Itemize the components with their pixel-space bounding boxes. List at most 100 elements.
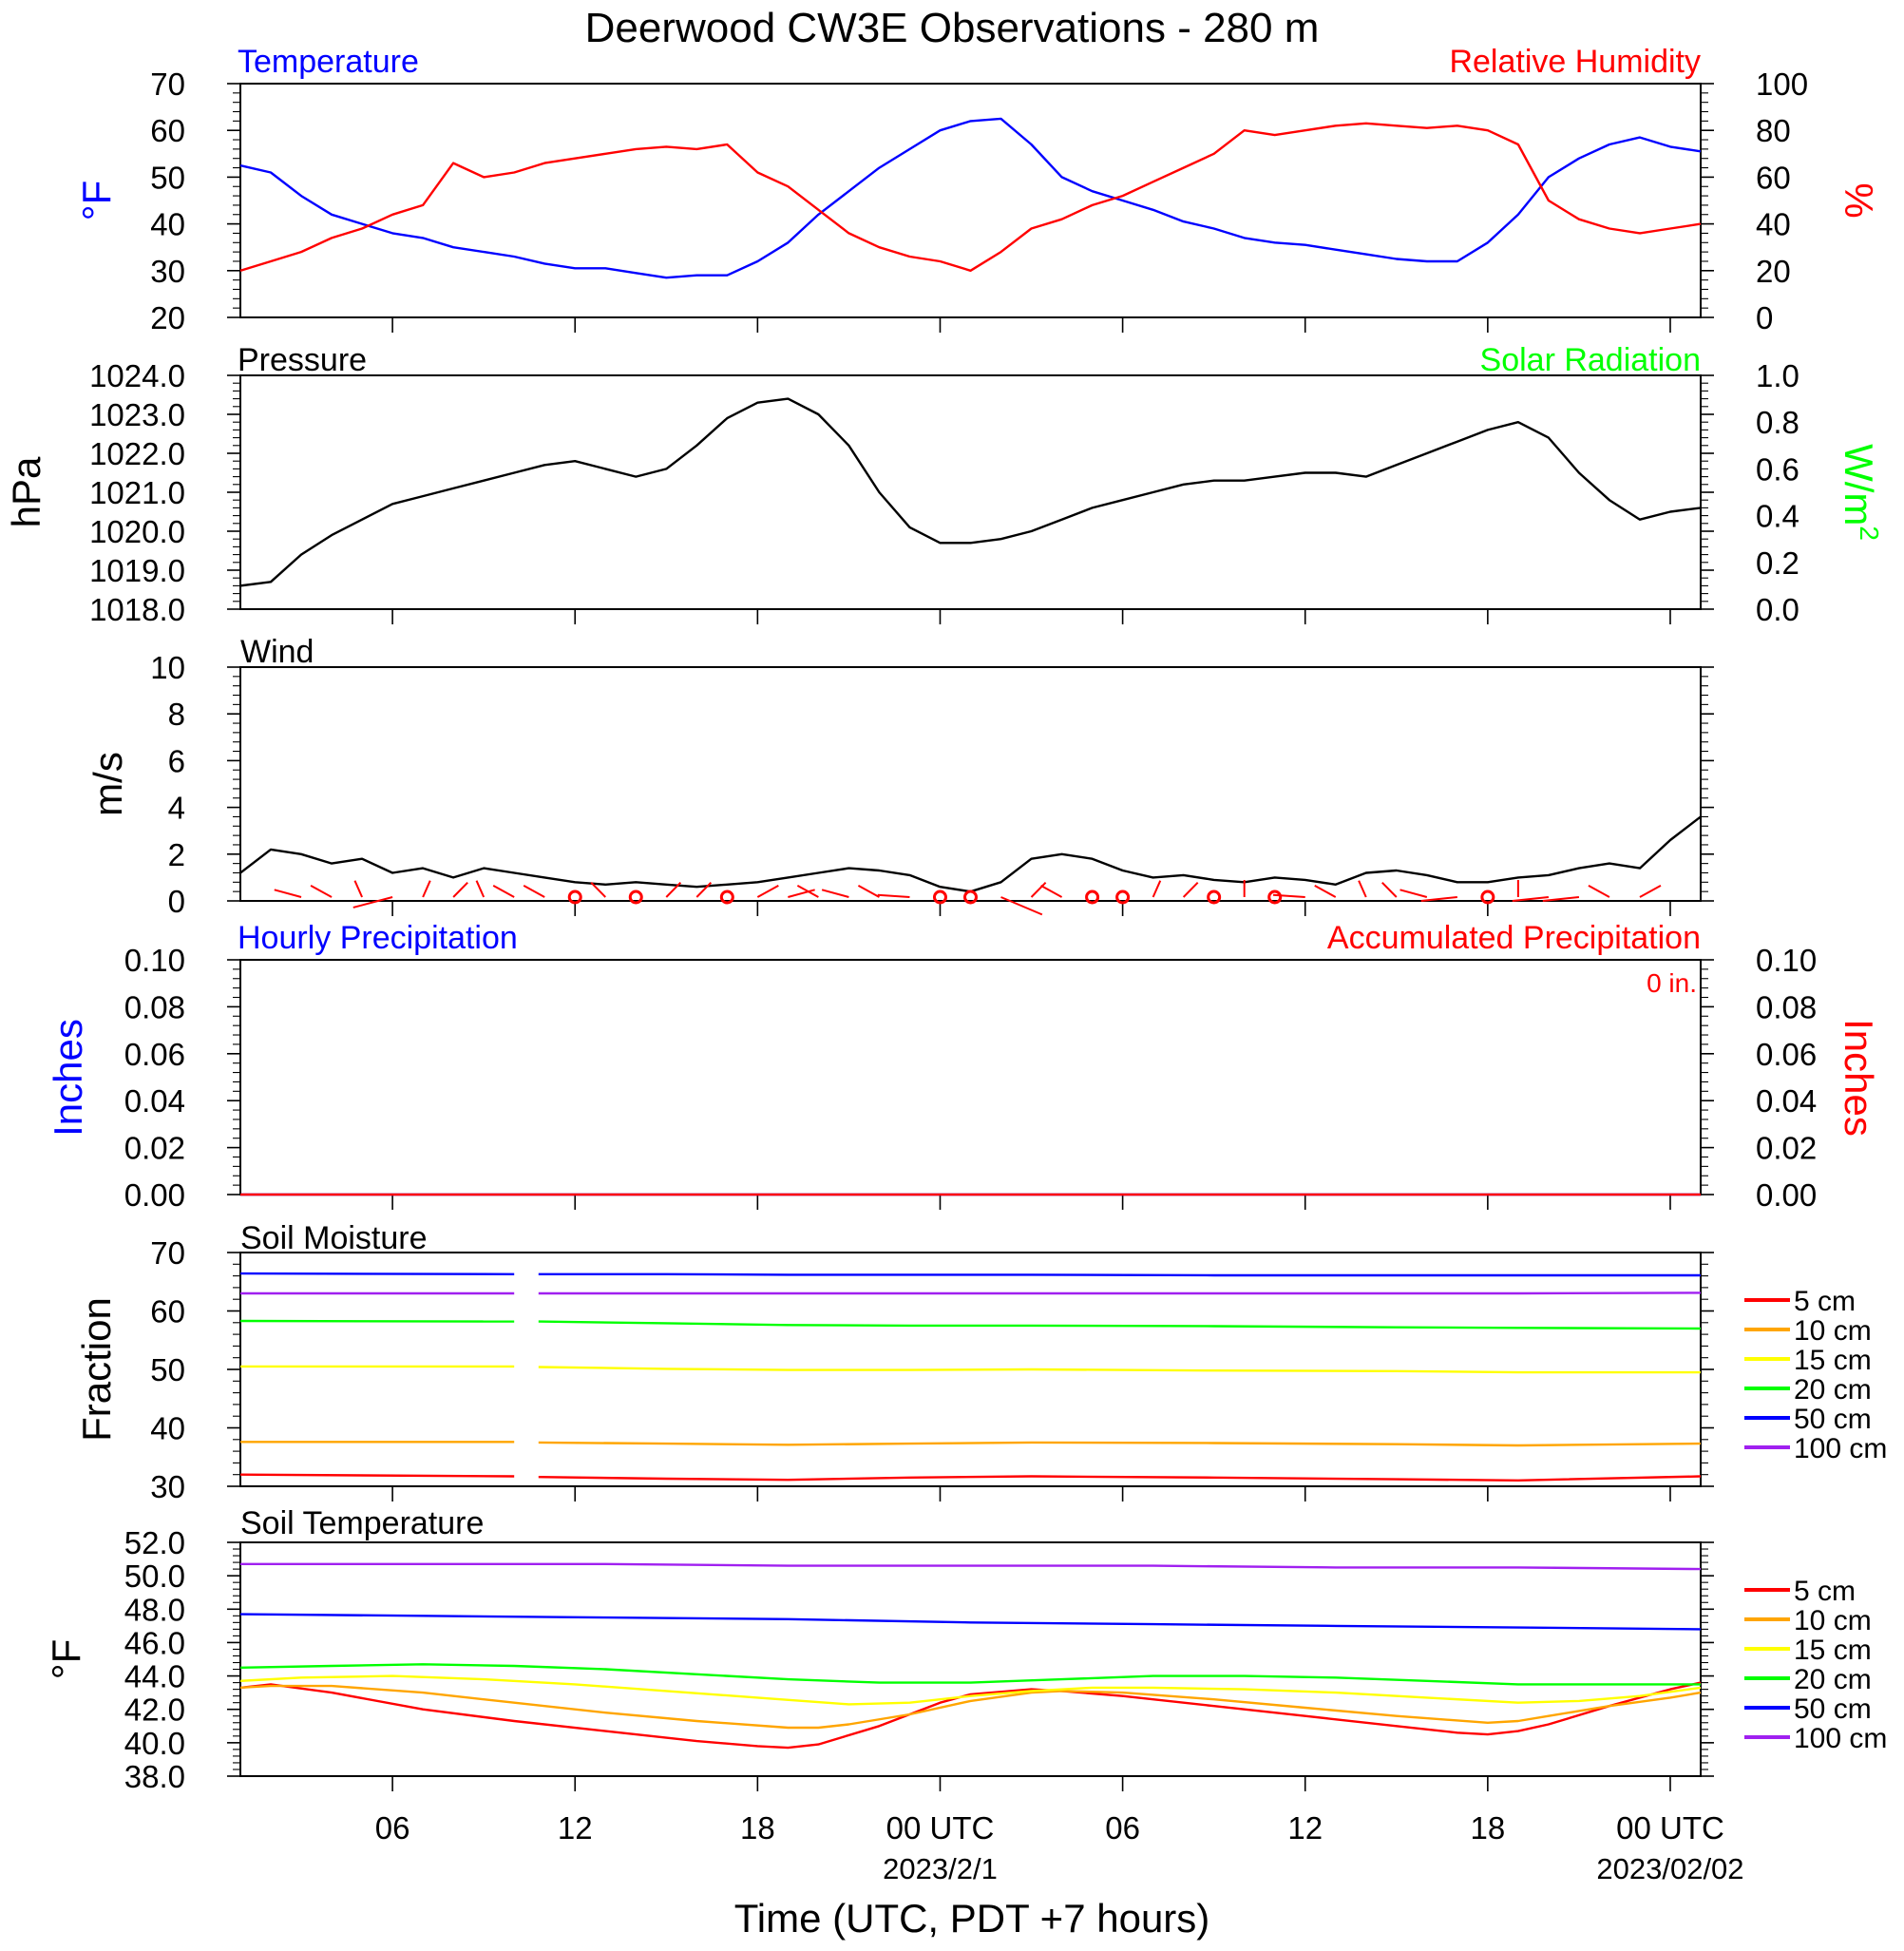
wind-barb-calm: [628, 889, 643, 905]
y-tick-label-left: 50.0: [124, 1559, 185, 1594]
legend-label: 10 cm: [1794, 1315, 1872, 1347]
panel-soil-temperature: Soil Temperature 52.050.048.046.044.042.…: [44, 1505, 1887, 1794]
y-tick-label-left: 10: [150, 650, 185, 685]
y-tick-label-left: 40: [150, 1411, 185, 1446]
y-tick-label-left: 1018.0: [89, 592, 185, 627]
y-tick-label-right: 60: [1756, 160, 1791, 195]
soil-temperature-panel-title: Soil Temperature: [240, 1505, 484, 1541]
series-line-10-cm: [239, 1684, 1702, 1730]
hourly-precipitation-axis-label: Inches: [46, 1019, 90, 1137]
x-tick-label: 12: [1287, 1810, 1323, 1846]
solar-radiation-unit: W/m: [1837, 444, 1881, 526]
soil-moisture-axis-ticks: 70 60 50 40 30: [150, 1235, 1714, 1504]
y-tick-label-right: 0.2: [1756, 545, 1799, 581]
y-tick-label-left: 40.0: [124, 1726, 185, 1761]
wind-barb: [821, 889, 849, 898]
y-tick-label-left: 30: [150, 254, 185, 289]
x-tick-label: 18: [1470, 1810, 1505, 1846]
y-tick-label-left: 50: [150, 1352, 185, 1387]
humidity-axis-label: %: [1837, 182, 1881, 218]
legend-label: 15 cm: [1794, 1635, 1872, 1666]
soil-temperature-axis-label: °F: [44, 1639, 88, 1679]
legend-label: 100 cm: [1794, 1723, 1887, 1754]
wind-barb: [590, 881, 606, 898]
series-line-50-cm: [538, 1272, 1701, 1277]
legend-label: 5 cm: [1794, 1286, 1856, 1317]
y-tick-label-left: 50: [150, 160, 185, 195]
y-tick-label-left: 1021.0: [89, 475, 185, 510]
wind-barb: [475, 880, 486, 898]
y-tick-label-right: 100: [1756, 67, 1808, 102]
wind-barb-calm: [932, 889, 947, 905]
temperature-panel-title: Temperature: [238, 44, 419, 80]
y-tick-label-left: 1022.0: [89, 436, 185, 471]
legend-label: 50 cm: [1794, 1404, 1872, 1435]
wind-barb: [452, 881, 468, 898]
y-tick-label-left: 0.08: [124, 989, 185, 1024]
accumulated-precipitation-title: Accumulated Precipitation: [1327, 920, 1701, 956]
x-tick-label: 12: [558, 1810, 593, 1846]
y-tick-label-left: 42.0: [124, 1693, 185, 1728]
temperature-axis-label: °F: [74, 181, 119, 220]
y-tick-label-left: 48.0: [124, 1592, 185, 1627]
wind-barb-calm: [1207, 889, 1222, 905]
y-tick-label-left: 2: [168, 837, 185, 872]
wind-barb: [523, 885, 545, 898]
time-axis-tick-labels: 06 12 18 00 UTC 2023/2/1 06 12 18 00 UTC 2023/02/…: [375, 1810, 1744, 1885]
wind-barb: [353, 880, 363, 898]
series-line-15-cm: [538, 1366, 1701, 1374]
pressure-plot-frame: [239, 374, 1702, 610]
soil-moisture-series: [239, 1272, 1702, 1482]
series-line-15-cm: [239, 1674, 1702, 1706]
precipitation-axis-ticks: 0.10 0.08 0.06 0.04 0.02 0.00 0.10 0.08 0.06 0.04…: [124, 943, 1817, 1213]
wind-barb-calm: [1480, 889, 1495, 905]
wind-barb: [492, 885, 515, 898]
y-tick-label-left: 38.0: [124, 1759, 185, 1794]
wind-barb: [695, 881, 713, 898]
wind-barb: [788, 889, 815, 898]
legend-label: 50 cm: [1794, 1693, 1872, 1725]
y-tick-label-left: 0.10: [124, 943, 185, 978]
y-tick-label-left: 1024.0: [89, 358, 185, 393]
soil-moisture-axis-label: Fraction: [74, 1297, 119, 1442]
pressure-axis-ticks: 1024.0 1023.0 1022.0 1021.0 1020.0 1019.0 1018…: [89, 358, 1799, 627]
y-tick-label-right: 0.02: [1756, 1131, 1817, 1166]
wind-barb: [1152, 880, 1162, 898]
y-tick-label-left: 60: [150, 113, 185, 148]
y-tick-label-left: 0.04: [124, 1083, 185, 1119]
series-line-5-cm: [239, 1681, 1702, 1750]
soil-temperature-series: [239, 1562, 1702, 1750]
x-tick-label: 00 UTC: [1616, 1810, 1724, 1846]
wind-axis-label: m/s: [86, 752, 130, 816]
humidity-panel-title: Relative Humidity: [1449, 44, 1701, 80]
series-line-50-cm: [239, 1272, 515, 1276]
hourly-precipitation-title: Hourly Precipitation: [238, 920, 518, 956]
wind-barb: [1040, 885, 1063, 898]
wind-barb-calm: [963, 889, 978, 905]
wind-barb: [877, 893, 910, 898]
x-tick-label: 00 UTC: [886, 1810, 995, 1846]
temperature-plot-frame: [239, 83, 1702, 318]
series-line-20-cm: [239, 1319, 515, 1323]
panel-wind: Wind 10 8 6 4 2 0 m/s: [86, 634, 1714, 919]
legend-label: 20 cm: [1794, 1664, 1872, 1695]
series-line-100-cm: [240, 1562, 1702, 1571]
wind-barb: [1272, 893, 1305, 898]
wind-barb: [665, 881, 682, 898]
panel-pressure: Pressure Solar Radiation 1024.01023.0102…: [4, 342, 1884, 627]
wind-barb: [1542, 896, 1580, 902]
wind-barb: [422, 880, 431, 898]
wind-barb: [1588, 885, 1610, 898]
wind-barb: [1399, 889, 1428, 898]
x-tick-date-label: 2023/2/1: [883, 1852, 998, 1885]
y-tick-label-right: 0.10: [1756, 943, 1817, 978]
temperature-axis-ticks: 70 60 50 40 30 20 100 80 60 40 20 0: [150, 67, 1808, 335]
wind-barb: [1639, 885, 1662, 898]
wind-barb: [1030, 881, 1047, 898]
y-tick-label-right: 0.06: [1756, 1037, 1817, 1072]
wind-barb: [1381, 881, 1398, 898]
y-tick-label-right: 0.6: [1756, 451, 1799, 487]
